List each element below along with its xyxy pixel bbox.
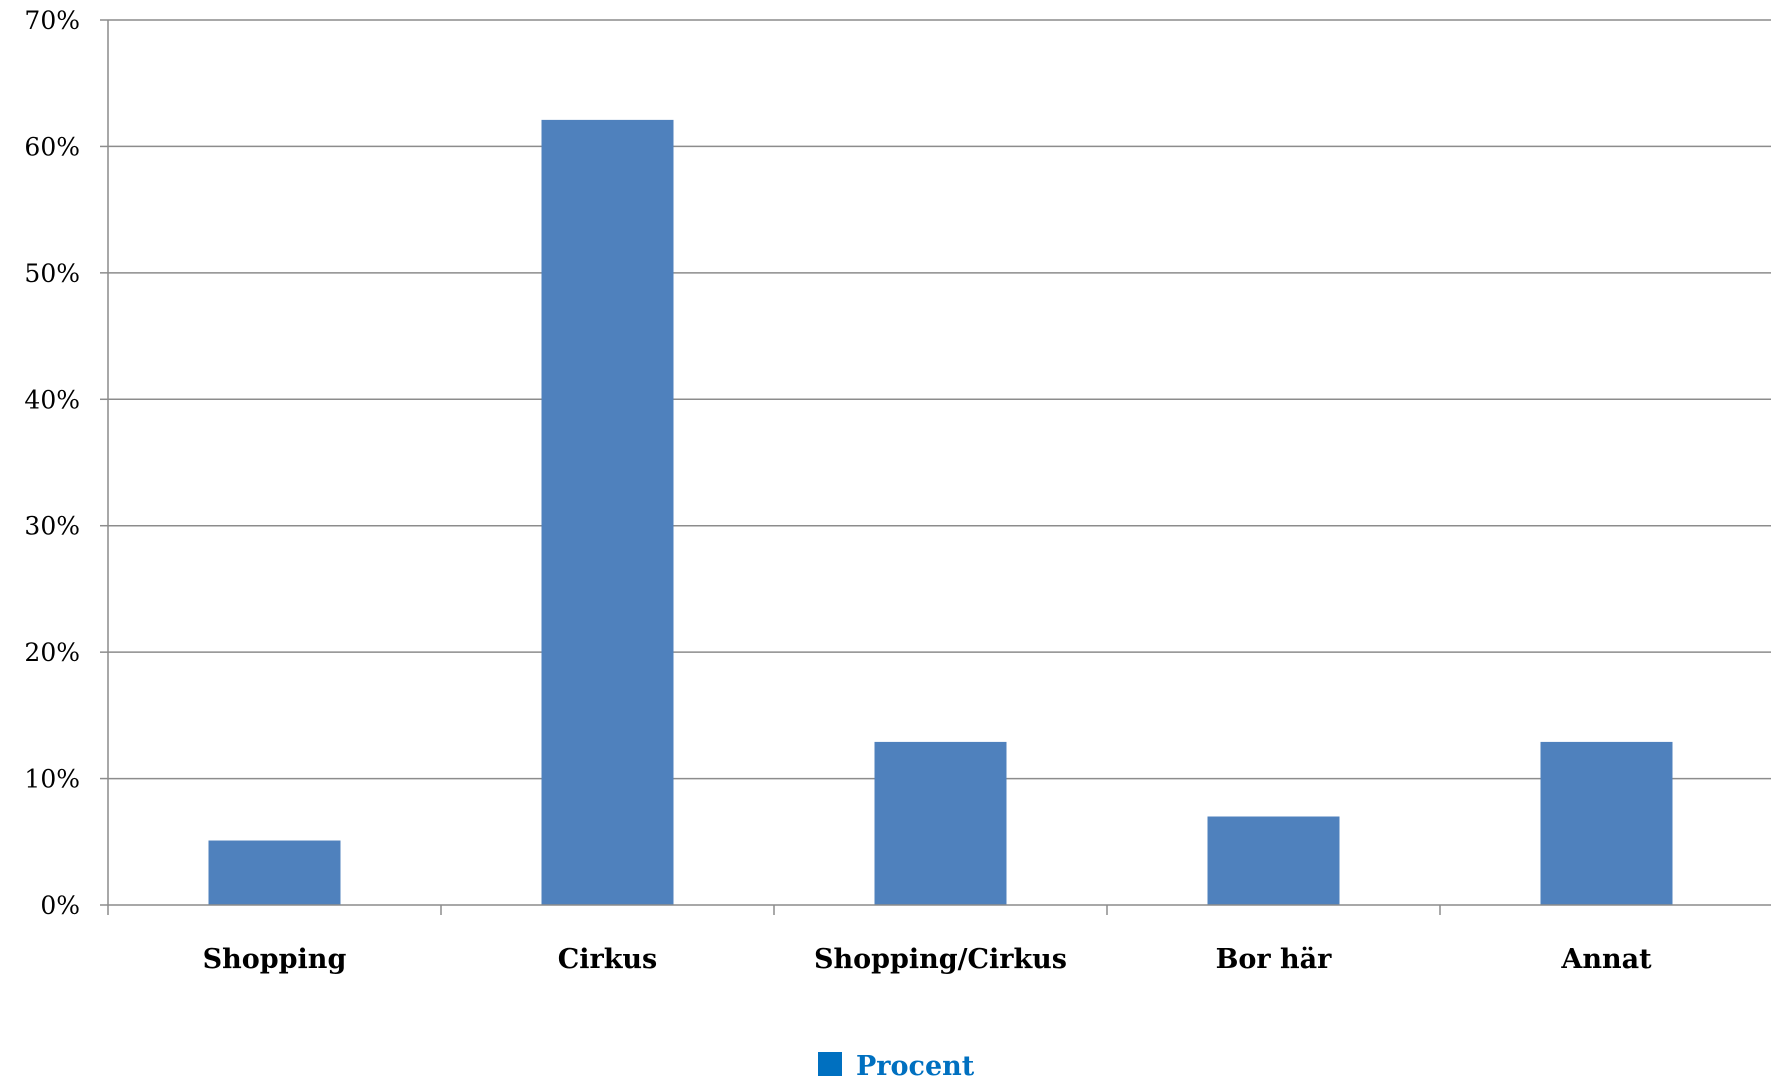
bar-cirkus (541, 119, 674, 906)
y-tick-label-30: 30% (24, 512, 80, 541)
labels: 0% 10% 20% 30% 40% 50% 60% 70% Shopping Cirkus Sho… (24, 6, 1652, 975)
y-tick-label-10: 10% (24, 765, 80, 794)
gridlines (108, 19, 1771, 780)
bar-annat (1540, 741, 1673, 905)
y-tick-label-60: 60% (24, 132, 80, 161)
x-tick-label-annat: Annat (1560, 944, 1652, 975)
bar-shopping (208, 840, 341, 905)
x-tick-label-cirkus: Cirkus (558, 944, 658, 975)
x-tick-label-shopping: Shopping (203, 944, 347, 975)
x-tick-label-bor-h-r: Bor här (1216, 944, 1333, 975)
y-tick-label-0: 0% (40, 891, 80, 920)
bar-shopping-cirkus (874, 741, 1007, 905)
bar-bor-h-r (1207, 816, 1340, 905)
legend-swatch (818, 1052, 842, 1076)
y-tick-label-20: 20% (24, 638, 80, 667)
legend-label-procent: Procent (856, 1051, 975, 1082)
y-tick-label-40: 40% (24, 385, 80, 414)
x-tick-label-shopping-cirkus: Shopping/Cirkus (814, 944, 1067, 975)
axes (100, 19, 1771, 915)
bars (208, 119, 1673, 906)
y-tick-label-70: 70% (24, 6, 80, 35)
y-tick-label-50: 50% (24, 259, 80, 288)
legend: Procent (818, 1051, 975, 1082)
